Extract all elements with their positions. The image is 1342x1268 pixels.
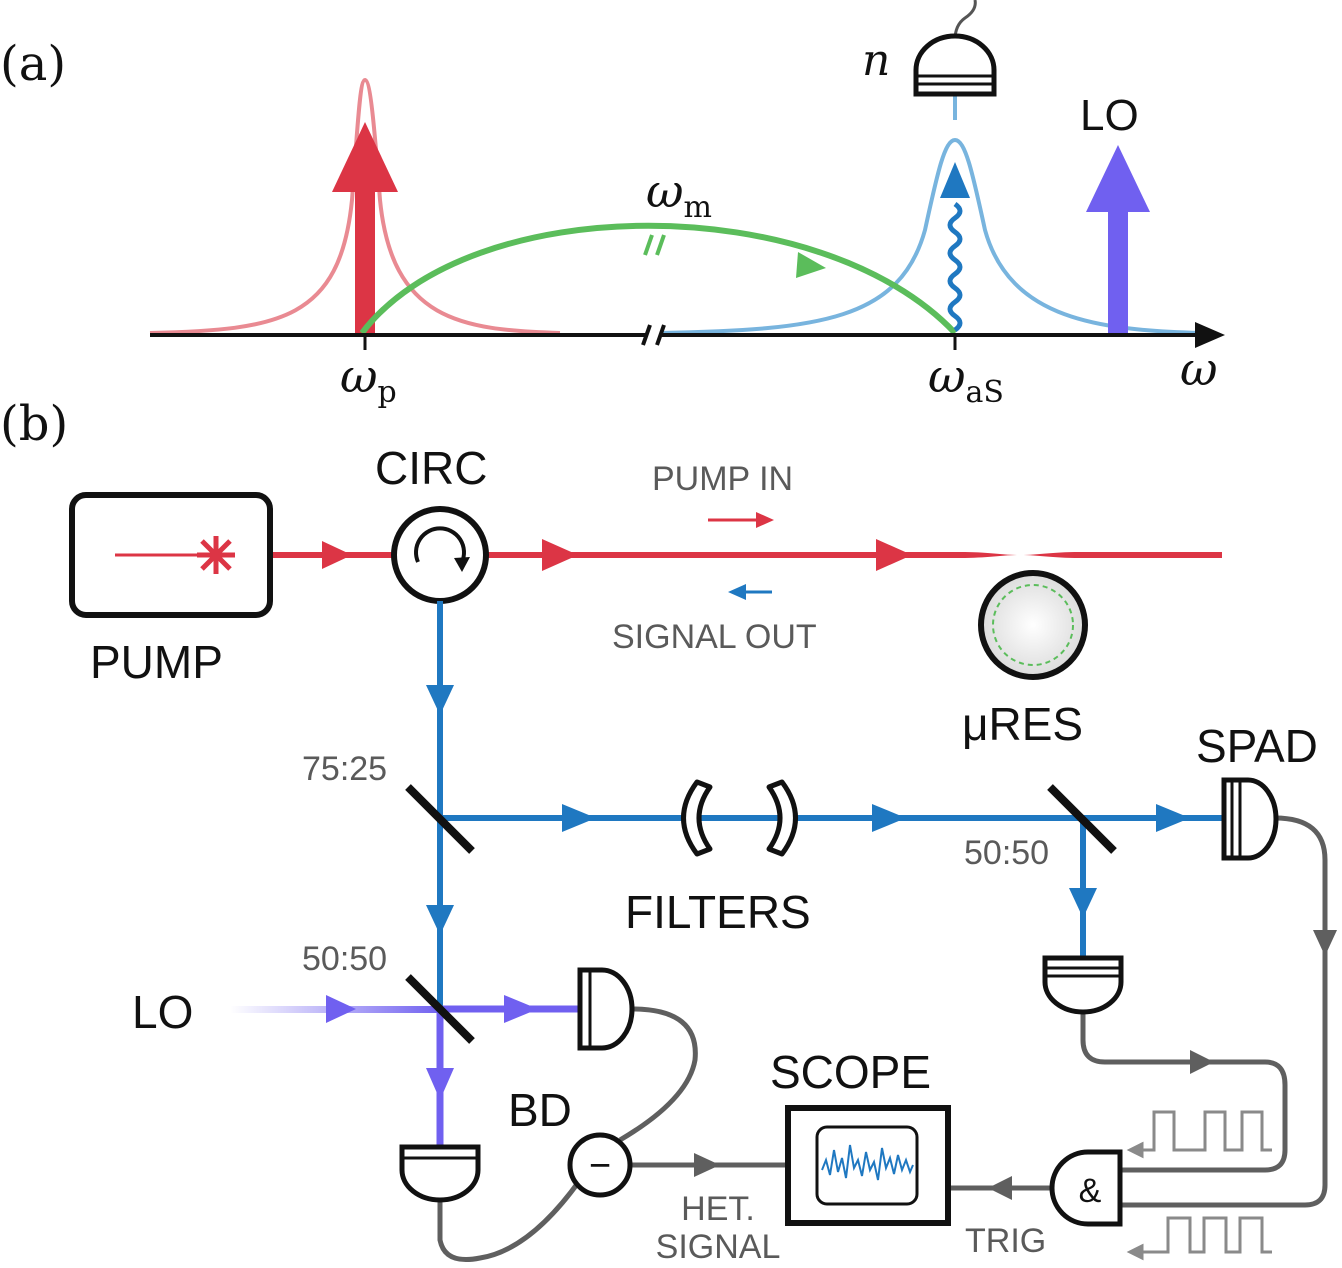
arc-break-mark-1 xyxy=(643,234,654,256)
pump-beam-arrow-2 xyxy=(542,539,578,571)
balanced-detector-right xyxy=(577,967,635,1051)
label-circ: CIRC xyxy=(375,442,487,494)
subtractor xyxy=(567,1132,633,1198)
label-lo-b: LO xyxy=(132,986,193,1038)
arc-break-mark-2 xyxy=(655,234,666,256)
pump-line-bar xyxy=(355,185,375,333)
axis-break-mark-1 xyxy=(641,324,652,346)
bd-cable-bottom xyxy=(437,1178,583,1262)
axis-break-mark-2 xyxy=(655,324,666,346)
label-omega-as: ωaS xyxy=(928,349,1004,410)
subtractor-symbol: − xyxy=(589,1145,611,1187)
antistokes-photon-wave xyxy=(947,201,963,333)
signal-beam-arrow-right-2 xyxy=(872,804,906,832)
label-pump-in: PUMP IN xyxy=(652,460,793,498)
bd-cable-right xyxy=(618,1006,698,1143)
antistokes-resonance-curve xyxy=(659,137,1201,335)
label-pump: PUMP xyxy=(90,636,223,688)
label-ures: μRES xyxy=(962,698,1083,750)
label-scope: SCOPE xyxy=(770,1046,931,1098)
signal-beam-arrow-down-2 xyxy=(426,905,454,935)
detector-b-cable xyxy=(1080,1010,1288,1173)
filter-cavity xyxy=(681,779,798,857)
label-omega-axis: ω xyxy=(1180,342,1218,396)
pump-beam-arrow-3 xyxy=(876,539,912,571)
photon-arrowhead xyxy=(940,162,970,198)
label-lo-a: LO xyxy=(1080,91,1139,140)
label-split-7525: 75:25 xyxy=(302,750,387,788)
trig-line-arrow xyxy=(988,1176,1012,1200)
signal-beam-arrow-right-1 xyxy=(562,804,596,832)
circulator xyxy=(391,506,489,604)
spad-cable-arrow xyxy=(1313,930,1337,956)
lo-beam-arrow-1 xyxy=(326,995,356,1023)
pulse-trace-top xyxy=(1126,1110,1272,1159)
label-omega-m: ωm xyxy=(646,164,712,225)
lo-line-arrowhead xyxy=(1086,145,1150,212)
beam-splitter-5050-lo xyxy=(405,974,475,1044)
mechanical-arc-arrowhead xyxy=(796,252,826,278)
pulse-trace-bottom xyxy=(1126,1216,1272,1261)
micro-resonator xyxy=(978,570,1088,680)
spad-cable xyxy=(1120,815,1328,1208)
beam-splitter-5050-spad xyxy=(1047,784,1117,854)
panel-b-tag: (b) xyxy=(0,396,68,452)
signal-beam-arrow-down-1 xyxy=(426,685,454,715)
label-spad: SPAD xyxy=(1196,720,1318,772)
panel-a: (a) xyxy=(0,0,1225,410)
pump-laser xyxy=(69,492,273,618)
het-signal-arrow xyxy=(694,1153,720,1177)
lo-beam-arrow-3 xyxy=(426,1068,454,1100)
panel-a-tag: (a) xyxy=(0,36,66,92)
beam-splitter-7525 xyxy=(405,784,475,854)
pump-beam-arrow-1 xyxy=(322,541,352,569)
signal-beam-arrow-down-3 xyxy=(1069,888,1097,918)
balanced-detector-bottom xyxy=(399,1144,481,1203)
spad-detector xyxy=(1221,777,1279,861)
and-gate xyxy=(1049,1149,1123,1227)
label-omega-p: ωp xyxy=(340,349,397,410)
detector-b-cable-arrow xyxy=(1190,1050,1214,1074)
photon-detector-b xyxy=(1042,955,1124,1015)
label-het-line1: HET. xyxy=(681,1190,755,1228)
label-split-5050-spad: 50:50 xyxy=(964,834,1049,872)
label-detector-n: n xyxy=(862,35,890,86)
signal-out-arrowhead xyxy=(728,584,746,600)
detector-cable-a xyxy=(953,0,977,41)
and-gate-symbol: & xyxy=(1079,1172,1102,1210)
label-trig: TRIG xyxy=(965,1222,1046,1260)
label-het-line2: SIGNAL xyxy=(656,1228,781,1266)
panel-b: (b) xyxy=(0,396,1337,1266)
oscilloscope xyxy=(785,1105,951,1226)
lo-line-bar xyxy=(1108,205,1128,333)
label-bd: BD xyxy=(508,1084,572,1136)
label-split-5050-lo: 50:50 xyxy=(302,940,387,978)
lo-beam-arrow-2 xyxy=(504,995,538,1023)
pump-bus-waveguide xyxy=(487,552,1222,558)
mechanical-transition-arc xyxy=(359,222,958,336)
label-filters: FILTERS xyxy=(625,886,811,938)
photon-detector-a xyxy=(913,33,997,97)
pump-resonance-curve xyxy=(149,77,561,335)
label-signal-out: SIGNAL OUT xyxy=(612,618,817,656)
frequency-axis-arrowhead xyxy=(1195,322,1225,348)
pump-in-arrowhead xyxy=(756,512,774,528)
signal-beam-arrow-right-3 xyxy=(1156,804,1190,832)
scope-trace xyxy=(821,1144,914,1181)
pump-line-arrowhead xyxy=(332,122,398,192)
